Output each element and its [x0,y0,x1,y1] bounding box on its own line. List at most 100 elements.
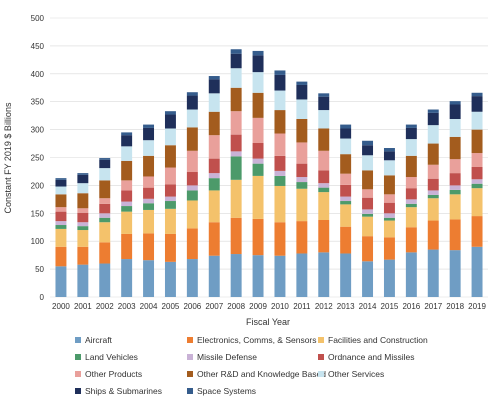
legend-label: Electronics, Comms, & Sensors [197,335,317,345]
bar-segment [121,233,133,260]
bar-segment [340,184,352,197]
bar-segment [318,183,330,188]
legend-label: Ordnance and Missiles [328,352,414,362]
bar-segment [230,156,242,180]
bar-segment [143,209,155,234]
bar-segment [427,112,439,126]
bar-segment [121,206,133,212]
y-tick-label: 450 [31,42,45,51]
bar-segment [296,118,308,143]
x-tick-label: 2011 [293,302,311,311]
bar-segment [230,217,242,255]
bar-segment [274,155,286,171]
bar-segment [318,96,330,111]
legend-label: Aircraft [85,335,113,345]
legend-swatch [187,388,193,394]
y-tick-label: 200 [31,181,45,190]
bar-segment [471,96,483,112]
bar-segment [186,127,198,151]
x-tick-label: 2000 [52,302,70,311]
bar-segment [274,175,286,186]
bar-segment [427,164,439,179]
y-tick-label: 0 [40,293,45,302]
bar-segment [252,255,264,297]
bars [55,49,483,297]
bar-segment [427,125,439,144]
bar-segment [383,220,395,238]
bar-segment [186,92,198,96]
bar-segment [77,246,89,265]
bar-segment [340,196,352,202]
bar-segment [427,198,439,221]
bar-segment [252,158,264,164]
bar-segment [449,185,461,190]
x-tick-label: 2009 [249,302,267,311]
bar-segment [340,173,352,185]
bar-segment [340,226,352,254]
bar-segment [252,117,264,143]
bar-segment [55,211,67,222]
bar-segment [383,160,395,176]
bar-segment [208,190,220,223]
bar-segment [405,127,417,140]
bar-segment [274,70,286,75]
x-tick-label: 2001 [74,302,92,311]
bar-segment [471,188,483,217]
bar-segment [318,110,330,129]
bar-segment [252,92,264,118]
bar-segment [471,179,483,184]
bar-segment [340,124,352,129]
y-tick-label: 250 [31,154,45,163]
bar-segment [186,95,198,110]
bar-segment [230,53,242,69]
bar-segment [449,219,461,251]
bar-segment [55,194,67,208]
bar-segment [99,213,111,218]
bar-segment [208,111,220,136]
legend-label: Land Vehicles [85,352,138,362]
bar-segment [449,101,461,105]
bar-segment [252,218,264,256]
bar-segment [449,118,461,137]
bar-segment [427,249,439,297]
bar-segment [449,250,461,297]
bar-segment [340,253,352,297]
bar-segment [449,194,461,220]
bar-segment [77,193,89,209]
bar-segment [405,252,417,297]
bar-segment [427,190,439,195]
x-tick-label: 2015 [381,302,399,311]
x-tick-label: 2014 [359,302,377,311]
bar-segment [77,226,89,231]
bar-segment [405,124,417,128]
legend-swatch [75,354,81,360]
bar-segment [55,246,67,267]
x-tick-label: 2017 [424,302,442,311]
bar-segment [208,255,220,297]
bar-segment [318,187,330,193]
bar-segment [121,132,133,136]
y-tick-label: 350 [31,98,45,107]
bar-segment [318,150,330,171]
bar-segment [230,179,242,218]
bar-segment [208,173,220,179]
bar-segment [362,140,374,146]
bar-segment [143,127,155,141]
bar-segment [77,183,89,194]
bar-segment [383,217,395,221]
legend-swatch [187,354,193,360]
bar-segment [296,142,308,164]
bar-segment [143,140,155,156]
bar-segment [362,155,374,171]
bar-segment [186,259,198,297]
bar-segment [405,203,417,208]
bar-segment [55,228,67,247]
bar-segment [77,208,89,213]
bar-segment [208,158,220,174]
bar-segment [405,227,417,253]
bar-segment [427,194,439,199]
bar-segment [164,114,176,129]
bar-segment [427,178,439,191]
bar-segment [121,160,133,181]
